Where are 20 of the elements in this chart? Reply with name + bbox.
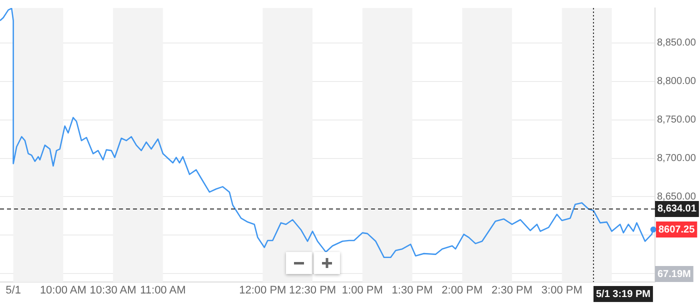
annotation: 8607.25: [658, 224, 696, 236]
x-tick-label: 11:00 AM: [140, 284, 186, 297]
y-tick-label: 8,650.00: [657, 191, 696, 202]
x-tick-label: 12:30 PM: [288, 284, 336, 297]
x-tick-label: 2:00 PM: [442, 284, 483, 297]
ref-line-label: 8,634.01: [658, 204, 697, 215]
x-tick-label: 10:30 AM: [90, 284, 136, 297]
x-tick-label: 10:00 AM: [40, 284, 86, 297]
text: 67.19M: [658, 268, 691, 280]
y-tick-label: 8,800.00: [657, 76, 696, 88]
x-tick-label: 5/1: [6, 284, 21, 297]
x-tick-label: 12:00 PM: [239, 284, 286, 297]
y-tick-label: 8,700.00: [657, 153, 696, 164]
ref-line-label: 5/1 3:19 PM: [596, 288, 650, 300]
x-tick-label: 2:30 PM: [492, 284, 533, 297]
y-tick-label: 8,850.00: [657, 38, 696, 49]
x-tick-label: 1:00 PM: [342, 284, 383, 297]
x-tick-label: 1:30 PM: [392, 284, 433, 297]
x-tick-label: 3:00 PM: [541, 284, 582, 297]
y-tick-label: 8,750.00: [657, 114, 696, 126]
